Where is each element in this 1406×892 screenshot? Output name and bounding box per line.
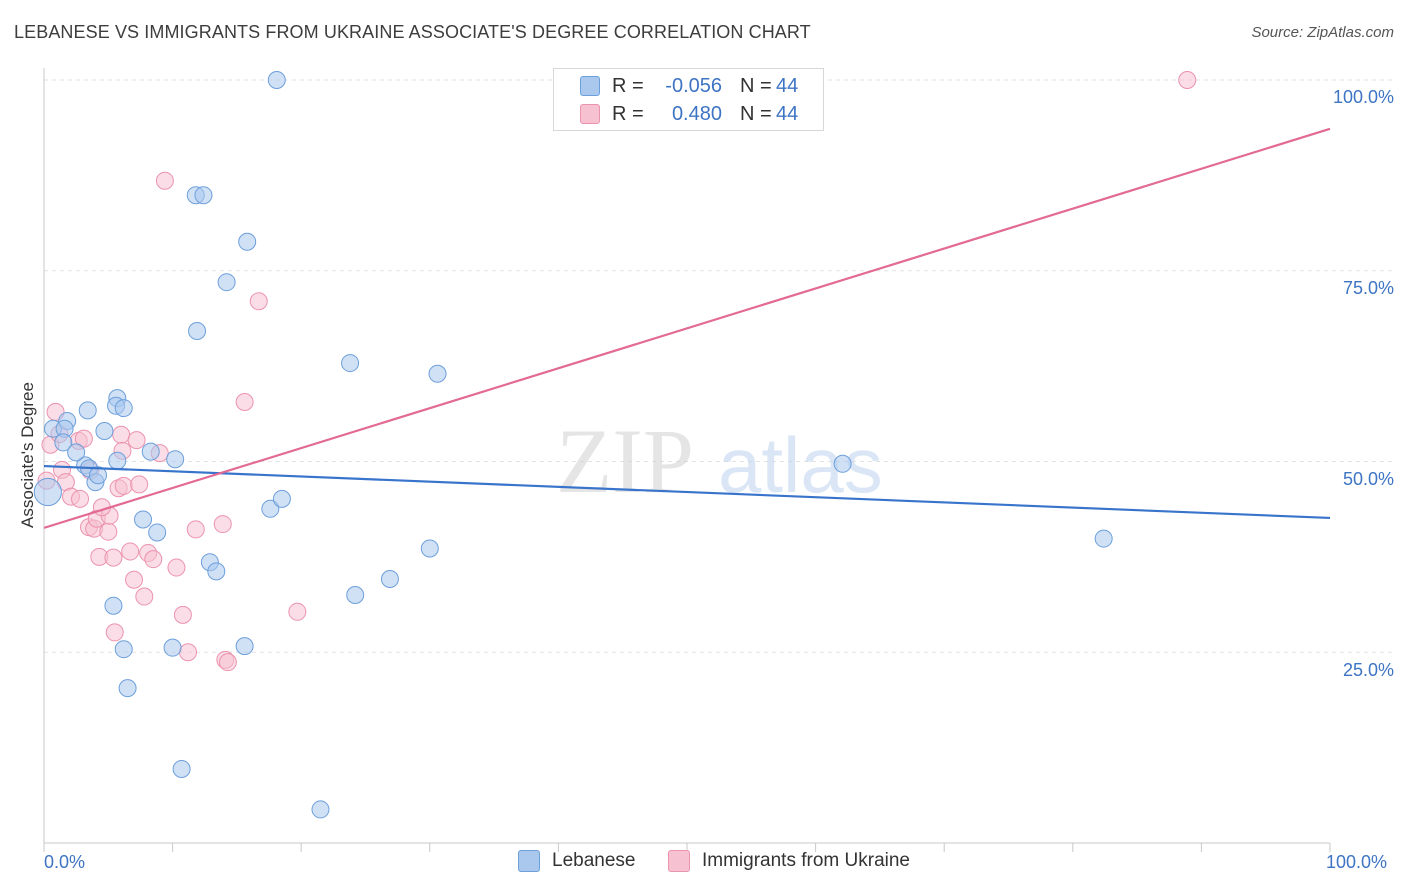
point-ukraine bbox=[218, 653, 237, 672]
point-lebanese bbox=[89, 466, 108, 485]
point-ukraine bbox=[249, 292, 268, 311]
point-lebanese bbox=[380, 570, 399, 589]
points-ukraine bbox=[37, 71, 1197, 672]
legend-r-label: R = bbox=[612, 102, 644, 125]
y-tick-label-25: 25.0% bbox=[1342, 660, 1394, 680]
point-lebanese bbox=[114, 399, 133, 418]
y-tick-label-100: 100.0% bbox=[1332, 87, 1394, 107]
legend-r-label: R = bbox=[612, 74, 644, 97]
point-lebanese bbox=[104, 596, 123, 615]
point-lebanese bbox=[235, 637, 254, 656]
point-lebanese bbox=[346, 586, 365, 605]
legend-n-label: N = bbox=[740, 102, 772, 125]
points-lebanese bbox=[33, 71, 1113, 819]
point-ukraine bbox=[167, 558, 186, 577]
point-lebanese bbox=[272, 489, 291, 508]
series-legend-label: Immigrants from Ukraine bbox=[702, 850, 910, 871]
point-lebanese bbox=[54, 433, 73, 452]
point-lebanese bbox=[163, 638, 182, 657]
series-legend-lebanese[interactable]: Lebanese bbox=[518, 850, 635, 872]
legend-swatch-pink bbox=[580, 104, 600, 124]
point-lebanese bbox=[141, 442, 160, 461]
point-lebanese bbox=[148, 523, 167, 542]
legend-r-value: -0.056 bbox=[665, 74, 722, 97]
point-ukraine bbox=[144, 550, 163, 569]
point-ukraine bbox=[155, 171, 174, 190]
legend-row-ukraine: R = 0.480 N = 44 bbox=[554, 100, 798, 128]
correlation-legend: R = -0.056 N = 44 R = 0.480 N = 44 bbox=[553, 68, 824, 131]
point-ukraine bbox=[179, 643, 198, 662]
point-ukraine bbox=[288, 602, 307, 621]
point-lebanese bbox=[207, 562, 226, 581]
point-ukraine bbox=[104, 548, 123, 567]
point-ukraine bbox=[130, 475, 149, 494]
x-tick-label-max: 100.0% bbox=[1326, 852, 1388, 872]
point-lebanese bbox=[67, 443, 86, 462]
series-swatch-pink bbox=[668, 850, 690, 872]
point-ukraine bbox=[186, 520, 205, 539]
point-ukraine bbox=[74, 429, 93, 448]
point-ukraine bbox=[114, 476, 133, 495]
legend-n-label: N = bbox=[740, 74, 772, 97]
chart-title: LEBANESE VS IMMIGRANTS FROM UKRAINE ASSO… bbox=[14, 22, 811, 42]
trend-line-ukraine bbox=[43, 127, 1331, 529]
y-tick-label-50: 50.0% bbox=[1342, 469, 1394, 489]
point-ukraine bbox=[105, 623, 124, 642]
point-lebanese bbox=[166, 450, 185, 469]
point-lebanese bbox=[194, 186, 213, 205]
point-ukraine bbox=[235, 392, 254, 411]
legend-swatch-blue bbox=[580, 76, 600, 96]
point-ukraine bbox=[121, 542, 140, 561]
x-tick-label-min: 0.0% bbox=[44, 852, 86, 872]
point-lebanese bbox=[267, 71, 286, 89]
watermark: ZIP atlas bbox=[556, 410, 883, 512]
legend-row-lebanese: R = -0.056 N = 44 bbox=[554, 72, 798, 100]
source-label: Source: ZipAtlas.com bbox=[1251, 24, 1394, 41]
point-ukraine bbox=[213, 515, 232, 534]
legend-r-value: 0.480 bbox=[671, 102, 722, 125]
point-lebanese bbox=[134, 510, 153, 529]
point-lebanese bbox=[95, 421, 114, 440]
point-lebanese bbox=[311, 800, 330, 819]
point-lebanese bbox=[238, 232, 257, 251]
point-ukraine bbox=[99, 522, 118, 541]
point-lebanese bbox=[1094, 529, 1113, 548]
series-legend-ukraine[interactable]: Immigrants from Ukraine bbox=[668, 850, 910, 872]
point-lebanese bbox=[341, 354, 360, 373]
y-tick-label-75: 75.0% bbox=[1342, 278, 1394, 298]
point-lebanese bbox=[261, 499, 280, 518]
legend-n-value: 44 bbox=[776, 102, 799, 125]
point-lebanese bbox=[420, 539, 439, 558]
point-lebanese bbox=[108, 451, 127, 470]
point-ukraine bbox=[127, 431, 146, 450]
watermark-zip: ZIP bbox=[556, 410, 694, 512]
legend-n-value: 44 bbox=[776, 74, 799, 97]
series-legend: Lebanese Immigrants from Ukraine bbox=[0, 850, 1406, 878]
series-legend-label: Lebanese bbox=[552, 850, 636, 871]
axes bbox=[43, 68, 1331, 852]
gridlines bbox=[44, 79, 1392, 653]
point-lebanese bbox=[33, 477, 62, 507]
point-lebanese bbox=[78, 401, 97, 420]
point-lebanese bbox=[833, 454, 852, 473]
point-lebanese bbox=[114, 640, 133, 659]
y-axis-label: Associate's Degree bbox=[18, 382, 37, 528]
series-swatch-blue bbox=[518, 850, 540, 872]
point-ukraine bbox=[125, 570, 144, 589]
point-lebanese bbox=[188, 322, 207, 341]
point-ukraine bbox=[1178, 71, 1197, 89]
trend-line-lebanese bbox=[43, 464, 1331, 520]
point-ukraine bbox=[112, 425, 131, 444]
point-lebanese bbox=[217, 273, 236, 292]
point-lebanese bbox=[428, 364, 447, 383]
point-lebanese bbox=[118, 679, 137, 698]
point-ukraine bbox=[135, 587, 154, 606]
point-ukraine bbox=[71, 489, 90, 508]
trend-lines bbox=[43, 127, 1331, 529]
point-ukraine bbox=[173, 605, 192, 624]
point-lebanese bbox=[172, 759, 191, 778]
